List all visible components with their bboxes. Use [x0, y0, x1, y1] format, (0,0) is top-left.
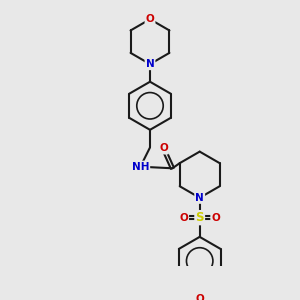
Text: O: O — [195, 294, 204, 300]
Text: O: O — [146, 14, 154, 24]
Text: S: S — [195, 211, 204, 224]
Text: N: N — [146, 59, 154, 69]
Text: O: O — [211, 213, 220, 223]
Text: NH: NH — [132, 162, 149, 172]
Text: O: O — [179, 213, 188, 223]
Text: O: O — [159, 143, 168, 153]
Text: N: N — [195, 193, 204, 203]
